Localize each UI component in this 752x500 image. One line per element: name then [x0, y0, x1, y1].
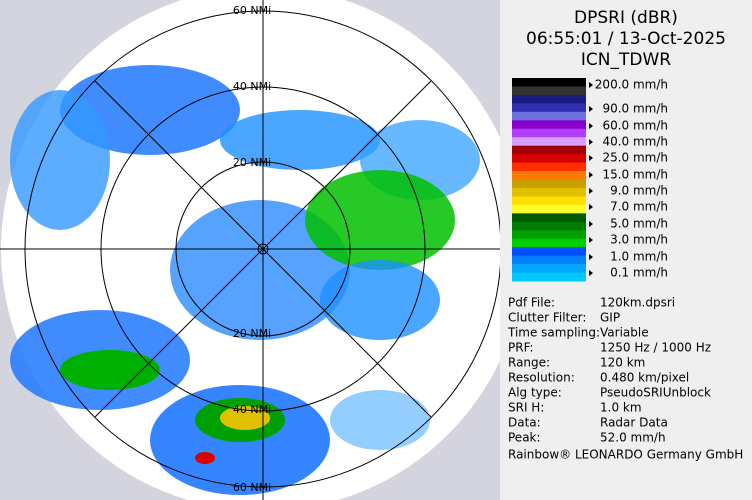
info-key: Peak: [508, 431, 541, 445]
legend-swatch [512, 179, 586, 189]
legend-swatch [512, 145, 586, 155]
legend-label: 40.0 mm/h [602, 135, 668, 149]
title-line: DPSRI (dBR) [574, 8, 678, 28]
ring-label: 60 NMi [233, 4, 271, 17]
legend-arrow [589, 204, 593, 210]
legend-label: 200.0 mm/h [595, 78, 668, 92]
legend-label: 90.0 mm/h [602, 102, 668, 116]
info-key: Alg type: [508, 386, 562, 400]
legend-swatch [512, 187, 586, 197]
title: DPSRI (dBR) 06:55:01 / 13-Oct-2025 ICN_T… [526, 8, 726, 70]
legend-swatch [512, 247, 586, 257]
legend-arrow [589, 123, 593, 129]
info-key: PRF: [508, 341, 534, 355]
ring-labels: 60 NMi 40 NMi 20 NMi 20 NMi 40 NMi 60 NM… [233, 4, 271, 494]
info-value: 52.0 mm/h [600, 431, 666, 445]
legend-arrow [589, 188, 593, 194]
legend-arrow [589, 254, 593, 260]
legend-swatch [512, 196, 586, 206]
info-key: Resolution: [508, 371, 575, 385]
info-value: GIP [600, 311, 620, 325]
ring-label: 20 NMi [233, 156, 271, 169]
legend-arrow [589, 155, 593, 161]
legend-label: 25.0 mm/h [602, 151, 668, 165]
title-line: ICN_TDWR [581, 50, 671, 70]
legend-arrow [589, 237, 593, 243]
legend-swatch [512, 255, 586, 265]
info-value: 1.0 km [600, 401, 642, 415]
legend-label: 5.0 mm/h [610, 217, 668, 231]
title-line: 06:55:01 / 13-Oct-2025 [526, 29, 726, 49]
legend-swatch [512, 86, 586, 96]
legend-swatch [512, 78, 586, 87]
legend-swatch [512, 103, 586, 113]
info-key: Data: [508, 416, 541, 430]
ring-label: 40 NMi [233, 80, 271, 93]
info-key: Time sampling: [507, 326, 600, 340]
legend-arrow [589, 270, 593, 276]
footer: Rainbow® LEONARDO Germany GmbH [508, 448, 743, 462]
legend-swatch [512, 171, 586, 180]
legend-label: 60.0 mm/h [602, 119, 668, 133]
legend-label: 7.0 mm/h [610, 200, 668, 214]
info-value: 120km.dpsri [600, 296, 675, 310]
legend-swatch [512, 204, 586, 214]
info-value: PseudoSRIUnblock [600, 386, 711, 400]
legend-label: 9.0 mm/h [610, 184, 668, 198]
info-value: Variable [600, 326, 649, 340]
info-key: Clutter Filter: [508, 311, 586, 325]
ring-label: 40 NMi [233, 403, 271, 416]
legend-swatch [512, 162, 586, 172]
info-key: SRI H: [508, 401, 544, 415]
legend-arrow [589, 139, 593, 145]
legend-swatch [512, 272, 586, 282]
ring-label: 20 NMi [233, 327, 271, 340]
legend-label: 3.0 mm/h [610, 233, 668, 247]
info-value: Radar Data [600, 416, 668, 430]
legend-swatch [512, 128, 586, 138]
info-key: Range: [508, 356, 550, 370]
legend-swatch [512, 230, 586, 240]
info-key: Pdf File: [508, 296, 555, 310]
legend-swatch [512, 94, 586, 104]
legend-label: 1.0 mm/h [610, 250, 668, 264]
range-rings [0, 0, 502, 500]
legend-arrow [589, 106, 593, 112]
legend-label: 15.0 mm/h [602, 168, 668, 182]
legend-swatch [512, 221, 586, 231]
legend-swatch [512, 264, 586, 274]
legend-swatch [512, 120, 586, 130]
legend-swatch [512, 154, 586, 164]
info-value: 0.480 km/pixel [600, 371, 689, 385]
legend-arrow [589, 82, 593, 88]
legend-swatch [512, 137, 586, 147]
legend-swatch [512, 111, 586, 121]
info-value: 1250 Hz / 1000 Hz [600, 341, 711, 355]
legend-arrow [589, 221, 593, 227]
legend-swatch [512, 213, 586, 223]
ring-label: 60 NMi [233, 481, 271, 494]
legend-swatch [512, 238, 586, 248]
legend-arrow [589, 172, 593, 178]
legend-label: 0.1 mm/h [610, 266, 668, 280]
info-value: 120 km [600, 356, 645, 370]
